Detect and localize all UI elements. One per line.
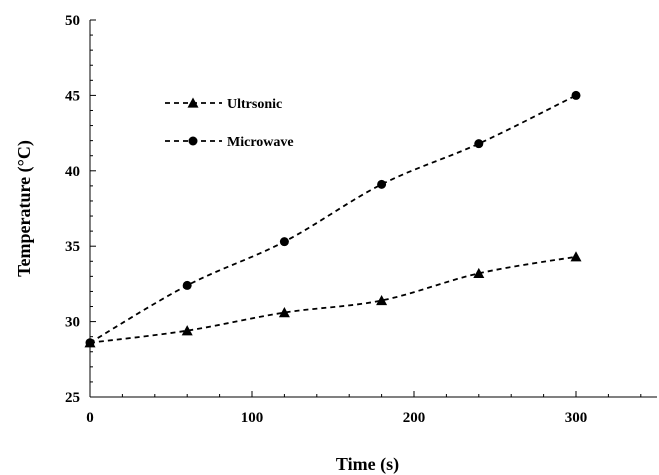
data-point-microwave: [571, 90, 581, 100]
legend-marker-ultrsonic: [187, 97, 199, 108]
data-point-ultrsonic: [278, 307, 290, 318]
data-point-microwave: [474, 139, 484, 149]
y-tick-label: 30: [65, 315, 80, 331]
data-point-ultrsonic: [376, 294, 388, 306]
legend: Ultrsonic Microwave: [165, 97, 294, 150]
series-line-microwave: [89, 94, 577, 344]
x-axis-title: Time (s): [336, 454, 399, 475]
x-tick-label: 200: [403, 410, 426, 426]
series-microwave: [85, 90, 581, 348]
data-point-microwave: [85, 338, 95, 348]
legend-label-ultrsonic: Ultrsonic: [227, 97, 282, 112]
y-tick-label: 25: [65, 390, 80, 406]
series-layer: [84, 90, 582, 348]
series-ultrsonic: [84, 251, 582, 348]
y-tick-label: 40: [65, 164, 80, 180]
y-tick-label: 50: [65, 13, 80, 29]
x-tick-label: 300: [565, 410, 588, 426]
data-point-ultrsonic: [181, 325, 193, 336]
y-axis-title: Temperature (°C): [14, 140, 35, 277]
y-tick-label: 35: [65, 239, 80, 255]
axes: 25 30 35 40 45 50 0 100 200 300: [65, 13, 657, 426]
legend-item-ultrsonic: Ultrsonic: [165, 97, 282, 112]
data-point-microwave: [377, 179, 387, 189]
legend-marker-microwave: [188, 136, 198, 146]
data-point-ultrsonic: [473, 267, 485, 279]
legend-item-microwave: Microwave: [165, 135, 294, 150]
legend-label-microwave: Microwave: [227, 135, 294, 150]
data-point-microwave: [279, 237, 289, 247]
y-tick-label: 45: [65, 88, 80, 104]
x-tick-label: 0: [86, 410, 94, 426]
x-tick-label: 100: [241, 410, 264, 426]
data-point-microwave: [182, 280, 192, 290]
data-point-ultrsonic: [570, 251, 582, 262]
